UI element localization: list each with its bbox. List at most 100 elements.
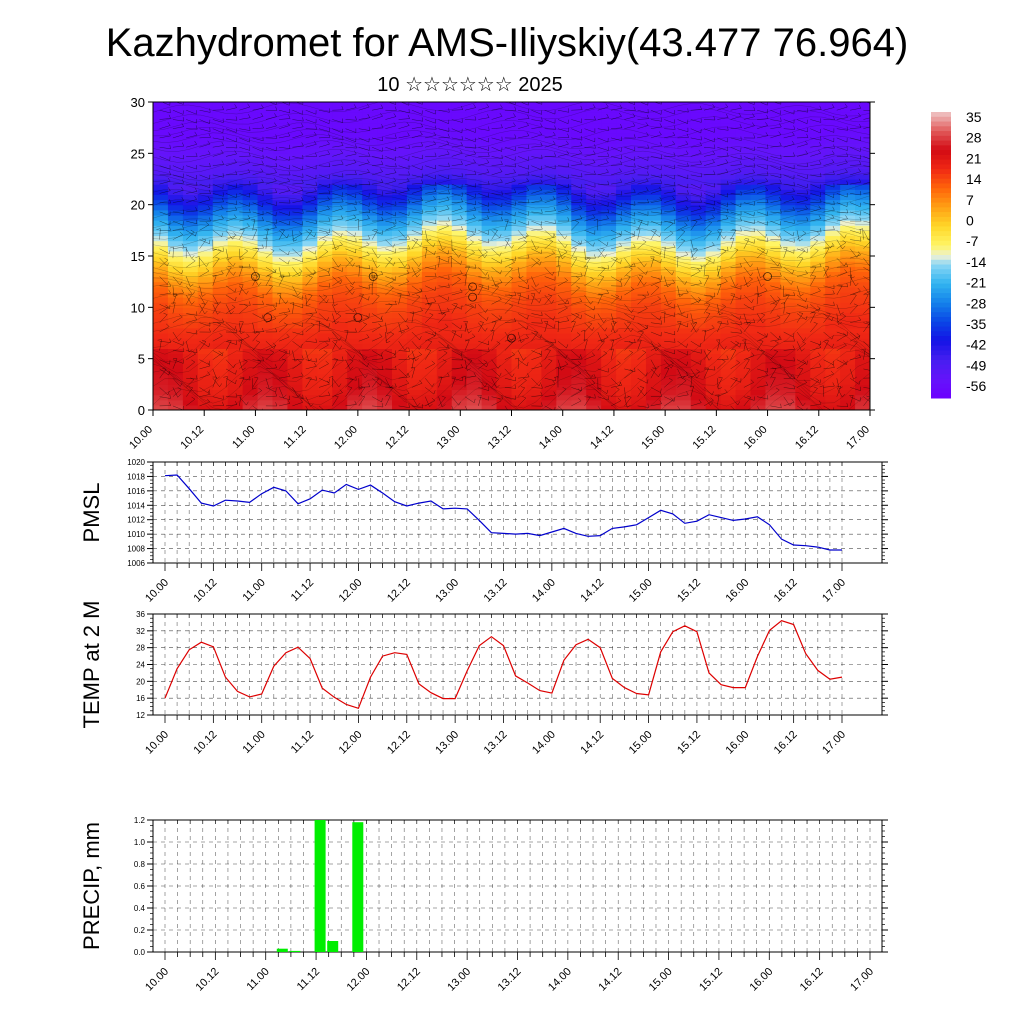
wind-barb (265, 345, 276, 351)
wind-barb (571, 334, 581, 342)
wind-barb (557, 248, 563, 259)
heatmap-cell (840, 404, 856, 410)
wind-barb (318, 377, 330, 383)
heatmap-cell (750, 389, 767, 396)
wind-barb-flag (681, 238, 685, 241)
heatmap-cell (436, 291, 453, 298)
wind-barb-flag (421, 404, 423, 409)
wind-barb (332, 392, 343, 397)
wind-barb (199, 322, 210, 327)
heatmap-cell (631, 348, 647, 355)
wind-barb-flag (638, 275, 644, 277)
wind-barb (438, 294, 449, 301)
heatmap-cell (332, 348, 348, 355)
wind-barb-flag (818, 400, 822, 405)
wind-barb (637, 405, 649, 408)
wind-barb (345, 239, 357, 243)
wind-barb-flag (419, 287, 423, 292)
contour-line (153, 308, 870, 325)
wind-barb-flag (586, 256, 591, 259)
heatmap-cell (481, 117, 498, 124)
wind-barb (345, 359, 351, 370)
wind-barb (624, 266, 636, 268)
heatmap-cell (735, 307, 752, 314)
wind-barb (252, 248, 260, 259)
heatmap-cell (272, 179, 289, 185)
heatmap-cell (227, 343, 244, 349)
wind-barb (849, 248, 858, 258)
wind-barb (345, 304, 354, 313)
heatmap-cell (182, 256, 199, 262)
heatmap-cell (511, 153, 528, 160)
heatmap-cell (810, 286, 826, 293)
wind-barb (557, 367, 560, 379)
wind-barb (597, 396, 609, 401)
heatmap-cell (197, 204, 214, 211)
heatmap-cell (451, 194, 468, 201)
heatmap-cell (795, 384, 811, 391)
heatmap-cell (347, 399, 363, 406)
heatmap-cell (347, 250, 363, 257)
wind-barb (690, 294, 699, 303)
wind-barb (451, 405, 454, 410)
heatmap-cell (227, 102, 244, 108)
heatmap-cell (436, 358, 453, 365)
wind-barb (743, 368, 751, 379)
heatmap-cell (571, 225, 587, 231)
wind-barb (491, 257, 502, 264)
wind-barb-flag (268, 284, 273, 287)
heatmap-cell (586, 148, 602, 154)
heatmap-cell (496, 122, 513, 129)
heatmap-cell (645, 102, 662, 108)
wind-barb-flag (751, 352, 755, 356)
heatmap-cell (825, 286, 841, 293)
heatmap-cell (197, 158, 214, 165)
heatmap-cell (302, 394, 318, 401)
heatmap-cell (840, 384, 856, 391)
heatmap-cell (571, 230, 587, 237)
heatmap-cell (227, 127, 244, 134)
heatmap-cell (362, 225, 378, 231)
wind-barb-flag (420, 242, 423, 247)
heatmap-cell (705, 358, 722, 365)
heatmap-cell (317, 384, 333, 391)
heatmap-cell (780, 107, 796, 113)
heatmap-cell (392, 327, 408, 334)
wind-barb-flag (314, 309, 317, 313)
wind-barb-flag (514, 384, 517, 389)
wind-barb-flag (844, 262, 847, 267)
wind-barb-flag (523, 357, 527, 361)
wind-barb (637, 322, 647, 330)
heatmap-cell (182, 117, 199, 124)
wind-barb-flag (235, 393, 238, 398)
wind-barb-flag (541, 249, 543, 254)
heatmap-cell (511, 148, 528, 154)
heatmap-cell (795, 107, 811, 113)
heatmap-cell (182, 132, 199, 139)
heatmap-cell (272, 235, 289, 242)
wind-barb-flag (576, 285, 580, 289)
wind-barb-flag (433, 243, 436, 247)
heatmap-cell (541, 163, 557, 170)
heatmap-cell (601, 194, 617, 201)
heatmap-cell (660, 112, 677, 118)
wind-barb (544, 313, 554, 321)
heatmap-cell (765, 199, 781, 206)
wind-barb-flag (798, 312, 803, 314)
heatmap-cell (825, 374, 841, 380)
wind-barb-flag (246, 290, 249, 295)
heatmap-cell (795, 194, 811, 201)
wind-barb (849, 335, 860, 342)
heatmap-cell (406, 230, 423, 237)
heatmap-cell (182, 276, 199, 283)
heatmap-cell (571, 184, 587, 190)
wind-barb (584, 323, 593, 333)
wind-barb (332, 315, 342, 323)
heatmap-cell (571, 404, 587, 410)
wind-barb (584, 257, 591, 268)
wind-barb-flag (334, 395, 339, 397)
wind-barb (810, 403, 822, 407)
heatmap-cell (466, 235, 483, 242)
heatmap-cell (212, 363, 229, 370)
heatmap-cell (705, 353, 722, 360)
